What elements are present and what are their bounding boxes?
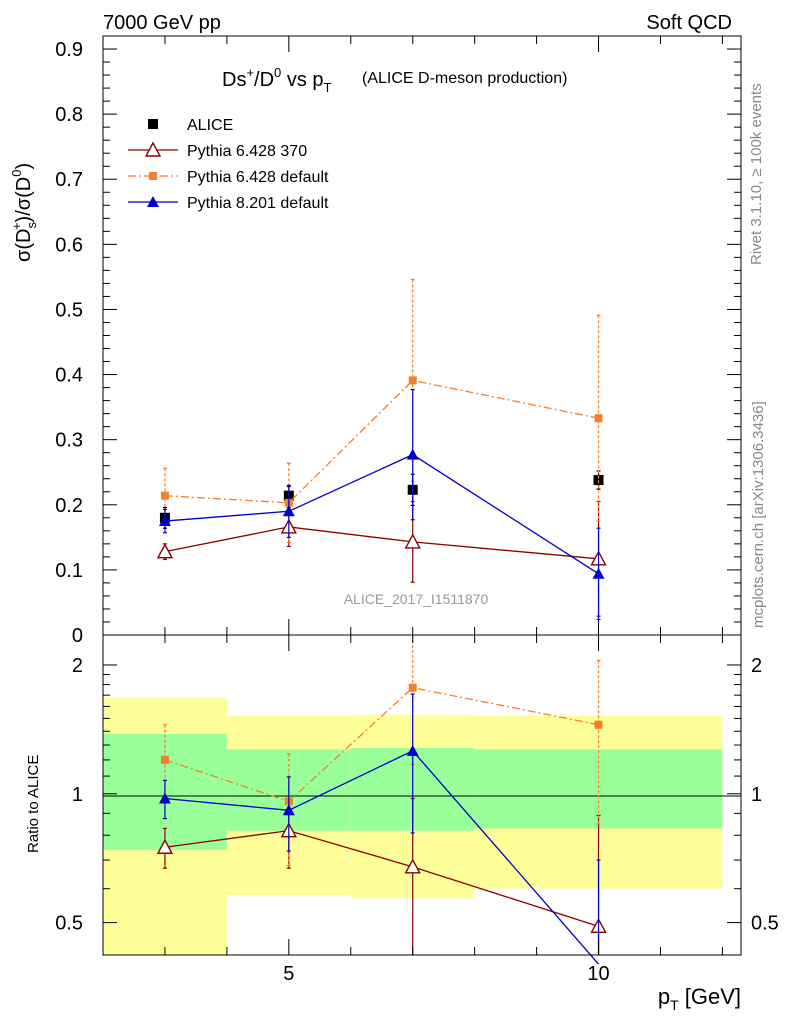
main-marks: [156, 278, 607, 620]
main-series-line: [164, 526, 599, 560]
process-label: Soft QCD: [646, 12, 732, 34]
legend-marker: [147, 196, 159, 207]
legend: ALICE Pythia 6.428 370 Pythia 6.428 defaul…: [128, 117, 329, 212]
main-ylabel: σ(Ds+)/σ(D0): [9, 163, 39, 262]
ratio-ytick-label: 0.5: [55, 913, 83, 935]
ratio-axis-ticks: 0.5 0.5 1 1 2 2 5 10: [55, 635, 779, 985]
ratio-point: [160, 755, 169, 764]
ratio-plot-frame: [102, 634, 742, 956]
ratio-xtick-label: 5: [283, 963, 294, 985]
ratio-xlabel: pT [GeV]: [658, 984, 741, 1013]
ratio-point: [156, 838, 174, 854]
main-ytick-label: 0.3: [55, 430, 83, 452]
main-point: [592, 567, 605, 579]
main-series-line: [164, 453, 599, 575]
ratio-xtick-label: 10: [587, 963, 609, 985]
ratio-ytick-label: 1: [72, 784, 83, 806]
ratio-ylabel: Ratio to ALICE: [25, 755, 42, 853]
legend-entry: Pythia 6.428 370: [187, 143, 307, 160]
main-ytick-label: 0: [72, 625, 83, 647]
main-ytick-label: 0.4: [55, 365, 83, 387]
main-subtitle: (ALICE D-meson production): [362, 70, 567, 87]
mcplots-label: mcplots.cern.ch [arXiv:1306.3436]: [750, 401, 767, 628]
legend-marker: [144, 141, 162, 157]
ratio-point: [158, 792, 171, 804]
ratio-series-line: [164, 750, 600, 965]
ratio-plot-panel: 0.5 0.5 1 1 2 2 5 10 Ratio to ALICE pT [GeV]: [25, 634, 779, 1013]
main-plot-panel: 0 0.1 0.2 0.3 0.4 0.5 0.6 0.7 0.8 0.9 Ds+/D0 vs p…: [9, 35, 742, 647]
main-ytick-label: 0.9: [55, 39, 83, 61]
ratio-series-line: [164, 686, 599, 803]
main-point: [594, 414, 603, 423]
main-point: [158, 515, 171, 527]
ratio-point: [404, 858, 421, 874]
ratio-point: [406, 744, 419, 756]
legend-marker: [148, 119, 158, 129]
main-ytick-label: 0.1: [55, 560, 83, 582]
main-point: [408, 376, 417, 385]
main-series-2: [160, 278, 603, 544]
ratio-ytick-label-right: 0.5: [751, 913, 779, 935]
analysis-label: ALICE_2017_I1511870: [344, 591, 489, 607]
ratio-series-line: [164, 830, 599, 927]
main-ytick-label: 0.5: [55, 299, 83, 321]
ratio-point: [408, 683, 417, 692]
ratio-point: [282, 804, 295, 816]
main-ytick-label: 0.8: [55, 104, 83, 126]
legend-marker: [149, 172, 157, 180]
main-ytick-label: 0.2: [55, 495, 83, 517]
ratio-ytick-label: 2: [72, 655, 83, 677]
main-axis-ticks: 0 0.1 0.2 0.3 0.4 0.5 0.6 0.7 0.8 0.9: [55, 35, 741, 647]
main-point: [160, 491, 169, 500]
ratio-ytick-label-right: 2: [751, 655, 762, 677]
main-point: [404, 533, 421, 549]
legend-entry: Pythia 8.201 default: [187, 195, 329, 212]
main-point: [593, 475, 604, 486]
legend-entry: Pythia 6.428 default: [187, 169, 329, 186]
main-series-line: [164, 379, 599, 504]
main-series-0: [159, 470, 604, 529]
energy-label: 7000 GeV pp: [103, 12, 221, 34]
main-ytick-label: 0.7: [55, 169, 83, 191]
main-ytick-label: 0.6: [55, 234, 83, 256]
main-series-3: [158, 388, 605, 620]
ratio-ytick-label-right: 1: [751, 784, 762, 806]
rivet-label: Rivet 3.1.10, ≥ 100k events: [748, 83, 765, 265]
main-point: [282, 505, 295, 517]
legend-entry: ALICE: [187, 117, 233, 134]
main-title: Ds+/D0 vs pT: [222, 65, 332, 95]
main-point: [156, 543, 174, 559]
ratio-point: [594, 720, 603, 729]
main-point: [406, 448, 419, 460]
